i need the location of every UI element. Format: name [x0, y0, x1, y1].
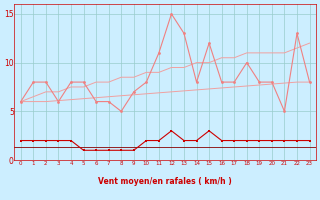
X-axis label: Vent moyen/en rafales ( km/h ): Vent moyen/en rafales ( km/h ) [98, 177, 232, 186]
